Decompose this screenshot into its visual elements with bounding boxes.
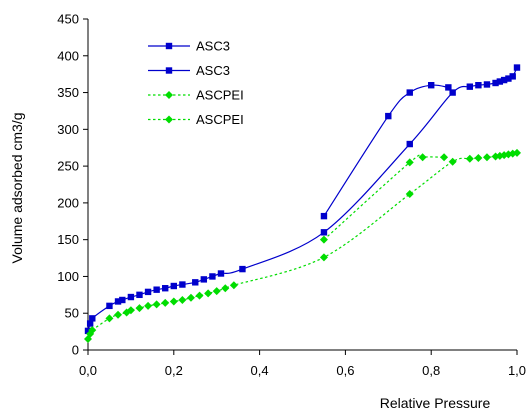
x-tick-label: 0,8 bbox=[422, 363, 440, 378]
y-axis-title: Volume adsorbed cm3/g bbox=[9, 113, 25, 264]
series-line-0 bbox=[87, 67, 518, 332]
series-0-point bbox=[127, 293, 135, 301]
x-tick-label: 0,0 bbox=[79, 363, 97, 378]
series-1-point bbox=[445, 84, 452, 91]
series-0-point bbox=[170, 282, 177, 290]
series-1-point bbox=[385, 112, 392, 120]
series-0-point bbox=[217, 270, 225, 277]
series-line-3 bbox=[323, 154, 445, 241]
series-0-point bbox=[84, 327, 92, 335]
y-tick-label: 100 bbox=[57, 269, 79, 284]
series-0-point bbox=[475, 82, 482, 89]
series-0-point bbox=[509, 73, 516, 80]
series-0-point bbox=[192, 279, 199, 286]
x-axis-title: Relative Pressure bbox=[380, 395, 491, 411]
legend-label: ASC3 bbox=[196, 63, 230, 78]
series-2-point bbox=[135, 304, 144, 313]
legend-swatch-marker bbox=[165, 42, 173, 50]
legend-label: ASCPEI bbox=[196, 112, 244, 127]
y-tick-label: 0 bbox=[72, 343, 79, 358]
x-tick-label: 1,0 bbox=[508, 363, 526, 378]
series-1-point bbox=[428, 82, 435, 89]
series-0-point bbox=[492, 79, 499, 87]
series-2-point bbox=[105, 314, 114, 323]
series-0-point bbox=[153, 286, 160, 293]
series-2-point bbox=[126, 306, 135, 315]
series-0-point bbox=[144, 288, 152, 296]
series-2-point bbox=[169, 297, 178, 306]
y-tick-label: 200 bbox=[57, 195, 79, 210]
series-0-point bbox=[496, 78, 504, 85]
legend-label: ASC3 bbox=[196, 39, 230, 54]
x-tick-label: 0,4 bbox=[251, 363, 269, 378]
series-2-point bbox=[178, 295, 187, 304]
series-3-point bbox=[440, 153, 449, 162]
series-2-point bbox=[405, 190, 414, 199]
series-0-point bbox=[500, 76, 508, 84]
y-tick-label: 450 bbox=[57, 12, 79, 27]
y-tick-label: 300 bbox=[57, 122, 79, 137]
x-tick-label: 0,6 bbox=[336, 363, 354, 378]
series-0-point bbox=[466, 83, 474, 90]
legend-swatch-marker bbox=[165, 115, 173, 124]
series-2-point bbox=[195, 291, 204, 300]
series-2-point bbox=[186, 293, 195, 302]
series-2-point bbox=[212, 287, 221, 296]
series-2-point bbox=[204, 289, 213, 298]
legend-label: ASCPEI bbox=[196, 88, 244, 103]
series-2-point bbox=[221, 284, 230, 293]
series-2-point bbox=[448, 157, 457, 166]
series-0-point bbox=[505, 75, 512, 82]
series-0-point bbox=[320, 229, 328, 236]
y-tick-label: 400 bbox=[57, 48, 79, 63]
series-3-point bbox=[319, 235, 328, 244]
series-3-point bbox=[418, 153, 427, 162]
series-0-point bbox=[200, 276, 208, 283]
series-0-point bbox=[483, 81, 491, 88]
series-0-point bbox=[513, 64, 521, 71]
series-line-1 bbox=[323, 84, 449, 217]
series-3-point bbox=[405, 158, 414, 167]
series-2-point bbox=[482, 153, 491, 162]
series-0-point bbox=[119, 296, 126, 304]
series-2-point bbox=[152, 300, 161, 309]
series-1-point bbox=[320, 212, 328, 220]
legend-swatch-marker bbox=[165, 91, 173, 99]
series-2-point bbox=[88, 326, 97, 335]
y-tick-label: 50 bbox=[65, 306, 79, 321]
series-2-point bbox=[144, 301, 153, 310]
series-0-point bbox=[209, 273, 216, 280]
series-2-point bbox=[161, 298, 170, 307]
y-tick-label: 350 bbox=[57, 85, 79, 100]
series-0-point bbox=[89, 315, 96, 322]
series-0-point bbox=[106, 302, 113, 310]
series-2-point bbox=[513, 148, 521, 157]
y-tick-label: 150 bbox=[57, 232, 79, 247]
series-2-point bbox=[229, 281, 238, 290]
series-2-point bbox=[474, 154, 483, 163]
x-tick-label: 0,2 bbox=[165, 363, 183, 378]
series-0-point bbox=[239, 265, 246, 273]
series-2-point bbox=[465, 154, 474, 163]
series-0-point bbox=[114, 298, 122, 305]
legend-swatch-marker bbox=[165, 67, 173, 74]
series-0-point bbox=[86, 320, 94, 327]
y-tick-label: 250 bbox=[57, 159, 79, 174]
series-2-point bbox=[319, 253, 328, 262]
series-1-point bbox=[406, 89, 413, 96]
series-0-point bbox=[449, 89, 456, 96]
series-0-point bbox=[162, 285, 169, 292]
series-0-point bbox=[136, 291, 143, 299]
series-2-point bbox=[114, 310, 123, 319]
series-0-point bbox=[179, 281, 186, 288]
series-0-point bbox=[406, 140, 413, 148]
